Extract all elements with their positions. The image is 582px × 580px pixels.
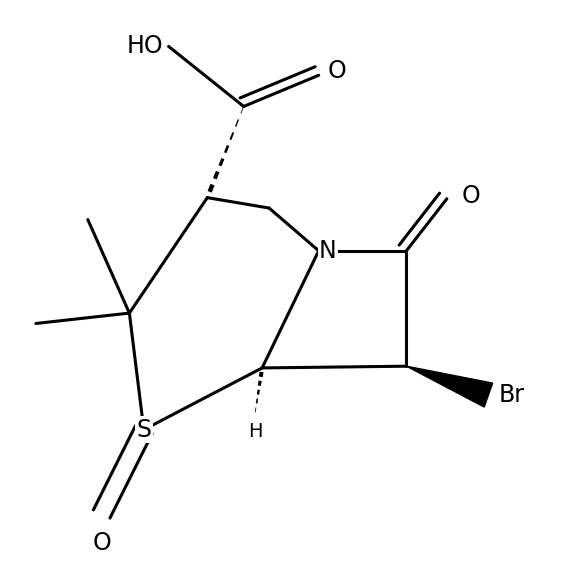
- Text: Br: Br: [499, 383, 525, 407]
- Text: S: S: [136, 418, 151, 442]
- Polygon shape: [406, 366, 492, 407]
- Text: H: H: [248, 422, 262, 441]
- Text: N: N: [319, 239, 337, 263]
- Text: O: O: [462, 184, 481, 208]
- Text: O: O: [93, 531, 111, 555]
- Text: O: O: [328, 59, 347, 83]
- Text: HO: HO: [126, 34, 163, 59]
